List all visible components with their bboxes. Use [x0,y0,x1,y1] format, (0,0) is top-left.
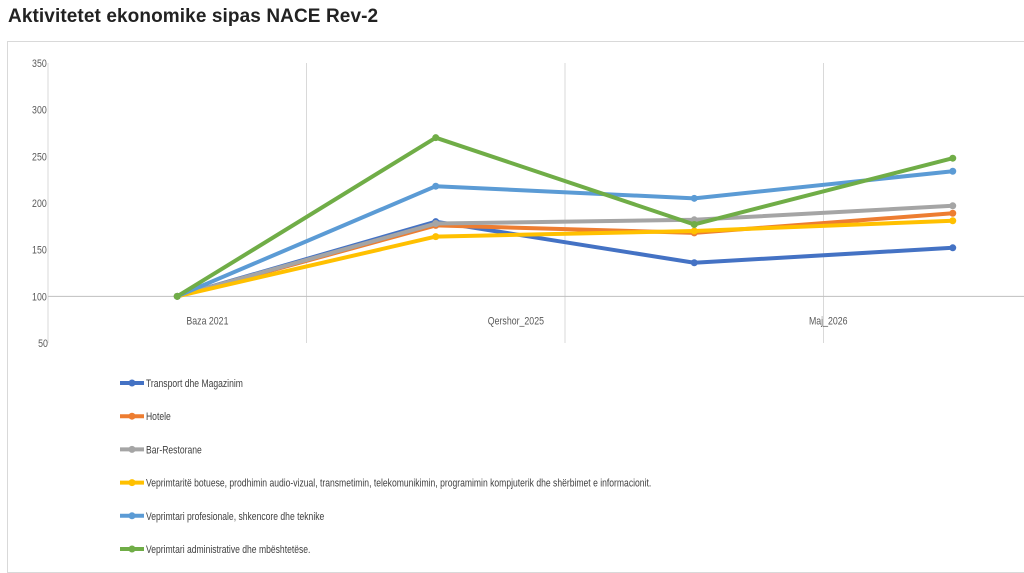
data-point [949,209,957,217]
axes: 350 300 250 200 150 100 50 Baza 2021 Qershor_202… [32,58,1024,350]
legend-item: Veprimtaritë botuese, prodhimin audio-vi… [120,478,651,490]
x-tick-label: Maj_2026 [809,315,848,327]
legend-label: Transport dhe Magazinim [146,378,243,390]
legend-label: Hotele [146,411,171,423]
grid-lines [47,63,824,343]
legend-swatch-marker [128,545,136,553]
x-tick-label: Qershor_2025 [488,315,545,327]
legend-item: Veprimtari profesionale, shkencore dhe t… [120,511,325,523]
legend-item: Veprimtari administrative dhe mbështetës… [120,544,310,556]
y-tick-label: 50 [38,338,48,350]
page-title: Aktivitetet ekonomike sipas NACE Rev-2 [8,6,379,27]
legend-swatch-marker [128,379,136,387]
y-tick-label: 250 [32,151,47,163]
series-line [175,169,955,299]
data-point [173,292,181,300]
series-line [175,135,955,299]
y-tick-label: 200 [32,198,47,210]
y-tick-label: 300 [32,105,47,117]
data-point [690,259,698,267]
legend-label: Bar-Restorane [146,444,202,456]
series-line [175,203,955,299]
data-point [432,220,440,228]
data-point [690,227,698,235]
legend-item: Bar-Restorane [120,444,202,457]
data-point [949,217,957,225]
data-point [432,233,440,241]
data-point [690,194,698,202]
series-lines [173,134,957,300]
legend-swatch-marker [128,412,136,420]
y-tick-label: 350 [32,58,47,70]
series-line [175,218,955,299]
data-point [949,167,957,175]
legend-swatch-marker [128,479,136,487]
data-point [432,134,440,142]
x-tick-label: Baza 2021 [186,315,228,327]
legend-swatch-marker [128,512,136,520]
y-tick-label: 100 [32,291,47,303]
data-point [949,244,957,252]
legend-label: Veprimtari administrative dhe mbështetës… [146,544,310,556]
legend-item: Transport dhe Magazinim [120,378,243,390]
legend: Transport dhe Magazinim Hotele Bar-Restora… [120,378,651,556]
legend-label: Veprimtaritë botuese, prodhimin audio-vi… [146,478,651,490]
legend-label: Veprimtari profesionale, shkencore dhe t… [146,511,325,523]
data-point [690,220,698,228]
legend-item: Hotele [120,411,171,424]
data-point [949,202,957,210]
y-tick-label: 150 [32,245,47,257]
legend-swatch-marker [128,445,136,453]
data-point [432,182,440,190]
data-point [949,154,957,162]
